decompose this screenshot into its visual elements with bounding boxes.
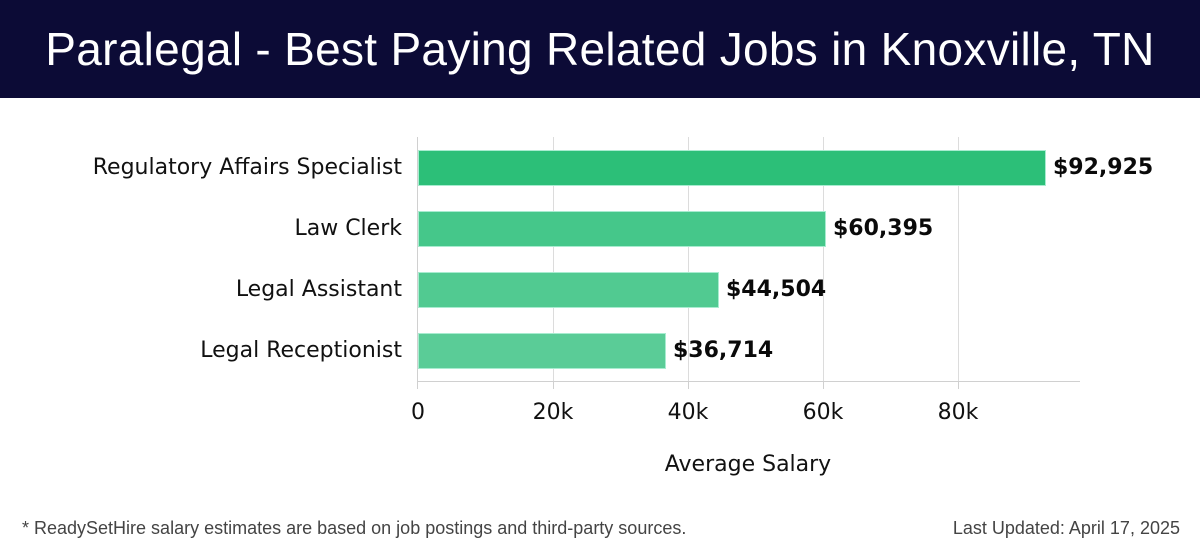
value-label: $92,925 bbox=[1053, 155, 1154, 180]
category-label: Legal Assistant bbox=[235, 277, 402, 302]
source-footnote: * ReadySetHire salary estimates are base… bbox=[22, 518, 687, 538]
bar-regulatory-affairs-specialist bbox=[418, 150, 1046, 186]
value-label: $60,395 bbox=[833, 216, 934, 241]
last-updated: Last Updated: April 17, 2025 bbox=[952, 518, 1180, 538]
bar-legal-receptionist bbox=[418, 333, 666, 369]
x-tick-label: 20k bbox=[532, 400, 574, 425]
tick-mark bbox=[823, 381, 824, 389]
value-label: $36,714 bbox=[673, 338, 774, 363]
x-axis-title: Average Salary bbox=[664, 452, 832, 477]
category-label: Regulatory Affairs Specialist bbox=[92, 155, 402, 180]
gridline-20k bbox=[553, 137, 554, 381]
bar-legal-assistant bbox=[418, 272, 719, 308]
x-tick-label: 40k bbox=[667, 400, 709, 425]
gridline-40k bbox=[688, 137, 689, 381]
y-axis-line bbox=[417, 137, 418, 387]
x-tick-label: 60k bbox=[802, 400, 844, 425]
tick-mark bbox=[688, 381, 689, 389]
x-tick-label: 0 bbox=[411, 400, 425, 425]
title-banner: Paralegal - Best Paying Related Jobs in … bbox=[0, 0, 1200, 98]
tick-mark bbox=[417, 381, 418, 389]
tick-mark bbox=[553, 381, 554, 389]
gridline-60k bbox=[823, 137, 824, 381]
chart-title: Paralegal - Best Paying Related Jobs in … bbox=[45, 23, 1155, 75]
category-label: Legal Receptionist bbox=[200, 338, 402, 363]
gridline-80k bbox=[958, 137, 959, 381]
x-tick-label: 80k bbox=[937, 400, 979, 425]
category-label: Law Clerk bbox=[294, 216, 402, 241]
bar-law-clerk bbox=[418, 211, 826, 247]
x-axis-line bbox=[417, 381, 1080, 382]
value-label: $44,504 bbox=[726, 277, 827, 302]
tick-mark bbox=[958, 381, 959, 389]
